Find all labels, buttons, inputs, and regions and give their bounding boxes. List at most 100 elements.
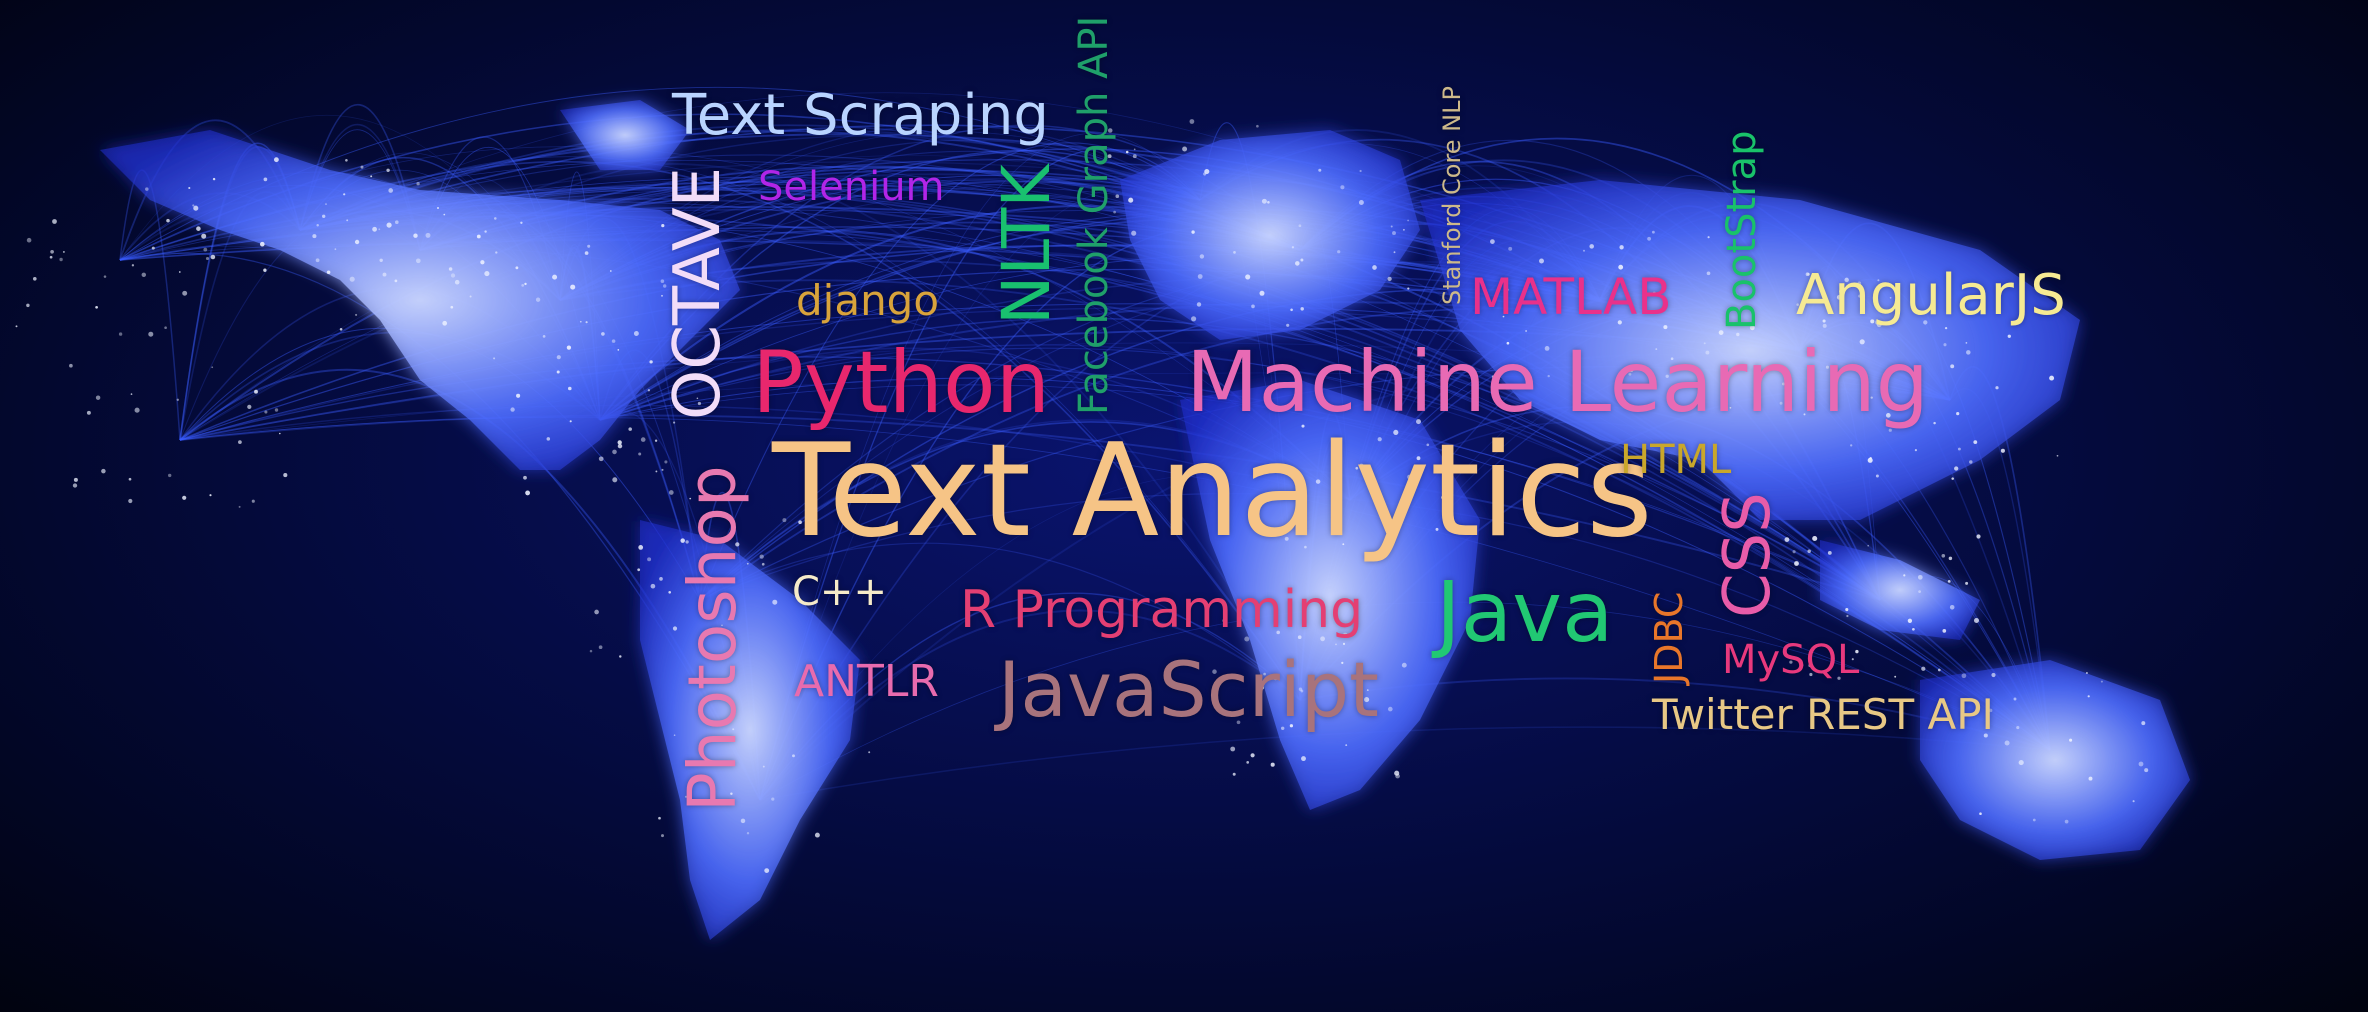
network-node [1236,720,1241,725]
network-node [1965,342,1968,344]
network-node [640,437,646,442]
network-node [556,355,561,360]
network-node [746,562,749,565]
network-node [552,274,558,280]
network-node [1885,413,1891,418]
network-node [26,237,32,243]
network-node [1894,675,1897,678]
network-node [655,470,658,473]
network-node [1191,230,1195,234]
network-node [273,157,279,163]
network-node [1837,676,1841,680]
network-node [1407,474,1412,480]
network-node [1337,686,1342,691]
network-node [1736,332,1740,337]
network-node [416,182,420,186]
network-node [1506,341,1510,345]
network-node [664,460,668,464]
network-node [1259,685,1265,690]
network-node [1390,225,1393,228]
network-node [1951,477,1954,480]
network-node [1301,756,1306,762]
network-node [1342,543,1345,546]
network-node [1341,661,1344,665]
network-node [1506,288,1509,291]
network-node [1888,428,1892,432]
network-node [1822,319,1826,323]
network-node [450,273,456,278]
network-node [1941,554,1946,558]
network-node [415,258,421,264]
network-node [178,271,181,273]
network-node [609,270,612,272]
network-node [205,256,210,261]
network-node [1839,289,1843,294]
network-node [62,250,65,253]
network-node [2004,740,2010,746]
network-node [721,624,723,627]
network-node [1707,236,1710,239]
network-node [209,494,212,497]
network-node [598,456,604,462]
network-node [443,213,446,216]
network-node [2085,671,2088,675]
network-node [346,219,349,222]
network-node [1250,753,1255,758]
network-node [1300,689,1304,693]
network-node [510,407,515,412]
network-node [1937,668,1941,672]
network-node [325,203,327,206]
network-node [594,609,599,615]
network-node [278,432,281,435]
network-node [95,395,101,400]
network-node [238,440,242,444]
network-node [413,233,418,238]
network-node [1342,642,1346,645]
network-node [454,279,460,285]
network-node [2132,800,2135,803]
network-node [730,792,733,796]
network-node [1366,689,1369,691]
network-node [484,230,487,233]
network-arc [179,414,1881,601]
network-node [130,393,133,395]
network-node [570,284,576,290]
network-node [1912,627,1915,631]
network-node [1359,463,1364,469]
network-node [128,498,133,504]
network-node [343,193,346,196]
network-node [283,473,288,478]
network-arc [299,186,1881,601]
network-node [668,591,671,594]
network-node [696,397,699,400]
network-node [386,168,390,173]
network-node [1125,150,1129,154]
network-node [436,206,440,210]
network-node [263,177,268,182]
network-node [1266,497,1271,502]
network-node [1304,545,1307,549]
network-node [1850,444,1853,447]
network-node [1337,250,1341,254]
network-node [1407,219,1409,222]
network-node [1300,307,1304,311]
network-node [1298,224,1302,228]
network-node [732,728,735,731]
network-node [1663,325,1668,330]
network-node [772,599,778,605]
network-node [542,335,546,338]
asia-landmass [1420,180,2080,520]
network-node [1706,271,1711,276]
network-node [1131,230,1137,236]
network-node [168,473,172,478]
network-node [782,518,787,523]
network-node [95,305,98,309]
network-node [647,557,652,562]
network-node [798,520,802,525]
network-node [1965,581,1969,585]
network-arc [759,132,1201,801]
network-node [73,477,78,482]
network-node [1735,293,1738,296]
